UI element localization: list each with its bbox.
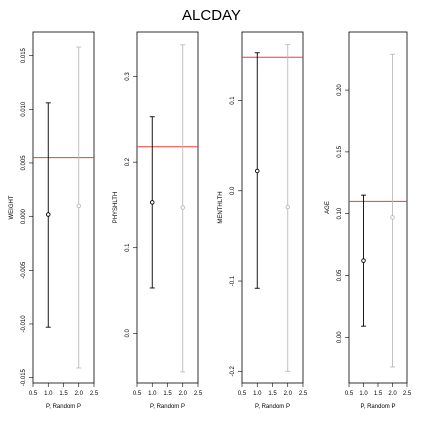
x-tick-label: 1.0	[148, 391, 157, 397]
random-p-estimate-point	[390, 215, 395, 220]
random-p-estimate-point	[180, 205, 185, 210]
y-tick-label: 0.1	[125, 243, 131, 252]
plot-frame	[32, 31, 95, 384]
y-tick-label: -0.015	[21, 368, 27, 386]
x-tick-label: 2.0	[75, 391, 84, 397]
y-tick-label: 0.0	[230, 186, 236, 195]
y-tick-label: -0.010	[21, 315, 27, 333]
x-axis-label: P, Random P	[361, 404, 396, 410]
x-tick-label: 1.5	[374, 391, 383, 397]
y-tick-label: 0.015	[21, 47, 27, 63]
y-tick-label: 0.20	[337, 84, 343, 96]
y-tick-label: -0.2	[230, 365, 236, 376]
y-tick-label: 0.0	[125, 329, 131, 338]
panel-1: 0.5 1.0 1.5 2.0 2.5 -0.015 -0.010 -0.005 0.000 0.…	[9, 31, 99, 410]
x-tick-label: 2.5	[194, 391, 203, 397]
x-tick-label: 0.5	[29, 391, 38, 397]
plot-frame	[136, 31, 199, 384]
x-tick-label: 1.5	[268, 391, 277, 397]
x-tick-label: 2.5	[299, 391, 308, 397]
panel-3: 0.5 1.0 1.5 2.0 2.5 -0.2 -0.1 0.0 0.1 P, Random P…	[218, 31, 308, 410]
y-tick-label: 0.010	[21, 101, 27, 117]
x-axis-label: P, Random P	[46, 404, 81, 410]
y-tick-label: 0.15	[337, 145, 343, 157]
y-tick-label: 0.1	[230, 96, 236, 105]
p-estimate-point	[46, 212, 51, 217]
x-tick-label: 1.5	[59, 391, 68, 397]
y-tick-label: 0.10	[337, 207, 343, 219]
random-p-estimate-point	[285, 204, 291, 210]
plot-frame	[348, 31, 408, 384]
y-tick-label: -0.1	[230, 275, 236, 286]
x-tick-label: 0.5	[238, 391, 247, 397]
x-tick-label: 1.5	[163, 391, 172, 397]
y-tick-label: 0.2	[125, 157, 131, 166]
y-axis-label: WEIGHT	[9, 195, 15, 219]
plot-frame	[241, 31, 304, 384]
y-axis-label: MENTHLTH	[218, 191, 224, 223]
x-axis-label: P, Random P	[150, 404, 185, 410]
p-estimate-point	[149, 200, 155, 205]
p-estimate-point	[254, 168, 260, 174]
x-tick-label: 2.0	[388, 391, 397, 397]
x-tick-label: 0.5	[345, 391, 354, 397]
x-tick-label: 2.0	[179, 391, 188, 397]
y-tick-label: 0.00	[337, 331, 343, 343]
y-tick-label: 0.000	[21, 208, 27, 224]
x-tick-label: 2.5	[90, 391, 99, 397]
panel-2: 0.5 1.0 1.5 2.0 2.5 0.0 0.1 0.2 0.3 P, Random P PH…	[113, 31, 203, 410]
panels: 0.5 1.0 1.5 2.0 2.5 -0.015 -0.010 -0.005 0.000 0.…	[9, 31, 412, 410]
x-axis-label: P, Random P	[255, 404, 290, 410]
y-tick-label: 0.05	[337, 269, 343, 281]
x-tick-label: 1.0	[359, 391, 368, 397]
x-tick-label: 0.5	[133, 391, 142, 397]
random-p-estimate-point	[76, 203, 81, 209]
y-tick-label: 0.3	[125, 72, 131, 81]
x-tick-label: 1.0	[253, 391, 262, 397]
figure-title: ALCDAY	[182, 7, 241, 24]
x-tick-label: 1.0	[44, 391, 53, 397]
y-axis-label: AGE	[325, 201, 331, 214]
y-tick-label: -0.005	[21, 261, 27, 279]
y-axis-label: PHYSHLTH	[113, 192, 119, 224]
x-tick-label: 2.5	[403, 391, 412, 397]
panel-4: 0.5 1.0 1.5 2.0 2.5 0.00 0.05 0.10 0.15 0.20 P, Ra…	[325, 31, 412, 410]
p-estimate-point	[361, 258, 366, 263]
y-tick-label: 0.005	[21, 155, 27, 171]
x-tick-label: 2.0	[284, 391, 293, 397]
